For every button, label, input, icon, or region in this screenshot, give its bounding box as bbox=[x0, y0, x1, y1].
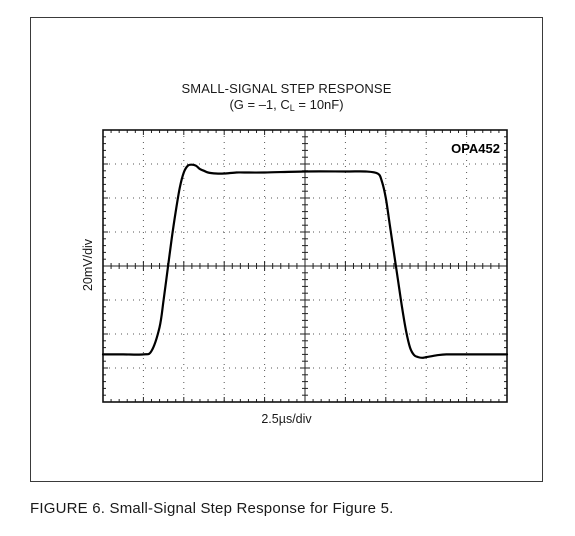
figure-caption: FIGURE 6. Small-Signal Step Response for… bbox=[30, 500, 394, 517]
subtitle-suffix: = 10nF) bbox=[294, 97, 344, 112]
axis-layer bbox=[102, 129, 508, 403]
subtitle-prefix: (G = –1, C bbox=[229, 97, 290, 112]
y-axis-label: 20mV/div bbox=[81, 238, 95, 292]
subtitle-subscript: L bbox=[289, 103, 295, 113]
chart-subtitle: (G = –1, CL = 10nF) bbox=[30, 97, 543, 116]
x-axis-label: 2.5µs/div bbox=[261, 412, 312, 426]
figure-frame bbox=[30, 17, 543, 482]
plot-border bbox=[102, 129, 508, 403]
grid-layer bbox=[103, 130, 507, 402]
trace-layer bbox=[101, 163, 509, 359]
device-label: OPA452 bbox=[451, 141, 500, 156]
chart-title: SMALL-SIGNAL STEP RESPONSE bbox=[181, 81, 392, 96]
step-response-trace bbox=[101, 163, 509, 359]
